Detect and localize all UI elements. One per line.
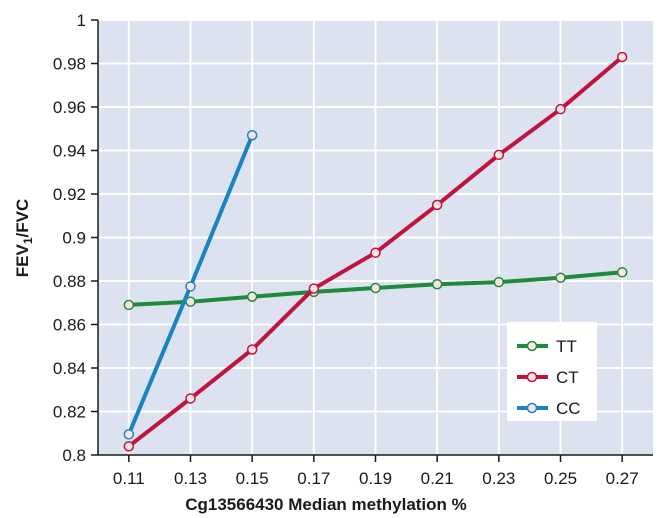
series-tt-point — [370, 282, 381, 294]
series-ct-point — [493, 149, 505, 161]
series-tt-point — [431, 279, 443, 290]
legend-box — [507, 322, 597, 421]
x-tick-label: 0.15 — [236, 469, 269, 488]
legend: TT CT CC — [507, 322, 597, 421]
series-tt-point — [246, 291, 258, 302]
x-axis-title: Cg13566430 Median methylation % — [185, 495, 467, 514]
y-tick-label: 0.82 — [53, 403, 86, 422]
y-tick-label: 0.8 — [62, 446, 86, 465]
legend-label: CC — [556, 399, 581, 418]
series-ct — [123, 51, 628, 452]
legend-swatch-marker — [526, 402, 538, 414]
legend-label: TT — [556, 337, 577, 356]
x-tick-label: 0.21 — [421, 469, 454, 488]
legend-items: TT CT CC — [517, 337, 581, 418]
y-tick-label: 0.94 — [53, 142, 86, 161]
y-tick-label: 0.88 — [53, 272, 86, 291]
y-tick-label: 0.98 — [53, 55, 86, 74]
series-ct-point — [308, 283, 320, 294]
legend-label: CT — [556, 368, 579, 387]
legend-swatch-marker — [526, 340, 538, 352]
legend-swatch-marker — [526, 371, 538, 383]
legend-item-ct: CT — [517, 368, 579, 387]
x-tick-label: 0.19 — [359, 469, 392, 488]
series-ct-point — [246, 344, 258, 355]
series-tt-point — [123, 299, 135, 311]
y-axis-title-subscript: 1 — [21, 237, 35, 244]
grid-lines — [98, 19, 653, 455]
series-ct-point — [555, 103, 566, 115]
y-tick-label: 0.9 — [62, 229, 86, 248]
y-axis-title-rest: /FVC — [13, 199, 32, 238]
series-ct-point — [616, 51, 628, 63]
x-tick-label: 0.23 — [482, 469, 515, 488]
y-axis-title-main: FEV — [13, 244, 32, 278]
x-tick-label: 0.13 — [174, 469, 207, 488]
series-ct-point — [370, 247, 381, 258]
x-tick-label: 0.17 — [297, 469, 330, 488]
y-axis-ticks: 0.8 0.82 0.84 0.86 0.88 0.9 0.92 0.94 0.96 0.98 1 — [53, 11, 98, 465]
series-group — [123, 51, 628, 452]
y-axis-title: FEV1/FVC — [13, 199, 35, 277]
series-tt-point — [555, 272, 566, 283]
series-tt-point — [493, 276, 505, 288]
x-tick-label: 0.11 — [113, 469, 145, 488]
legend-item-cc: CC — [517, 399, 581, 418]
y-tick-label: 0.86 — [53, 316, 86, 335]
series-tt-point — [616, 267, 628, 278]
series-tt — [123, 267, 628, 311]
y-tick-label: 1 — [77, 11, 86, 30]
series-cc-point — [123, 429, 135, 440]
y-tick-label: 0.92 — [53, 185, 86, 204]
x-tick-label: 0.25 — [544, 469, 577, 488]
x-tick-label: 0.27 — [606, 469, 639, 488]
y-tick-label: 0.96 — [53, 98, 86, 117]
series-ct-point — [185, 393, 196, 404]
series-cc — [123, 130, 258, 440]
x-axis-ticks: 0.11 0.13 0.15 0.17 0.19 0.21 0.23 0.25 0.27 — [113, 455, 639, 488]
series-ct-point — [431, 199, 443, 211]
legend-item-tt: TT — [517, 337, 577, 356]
series-cc-point — [246, 130, 258, 141]
y-tick-label: 0.84 — [53, 359, 86, 378]
series-ct-point — [123, 441, 135, 452]
series-cc-point — [185, 281, 196, 292]
